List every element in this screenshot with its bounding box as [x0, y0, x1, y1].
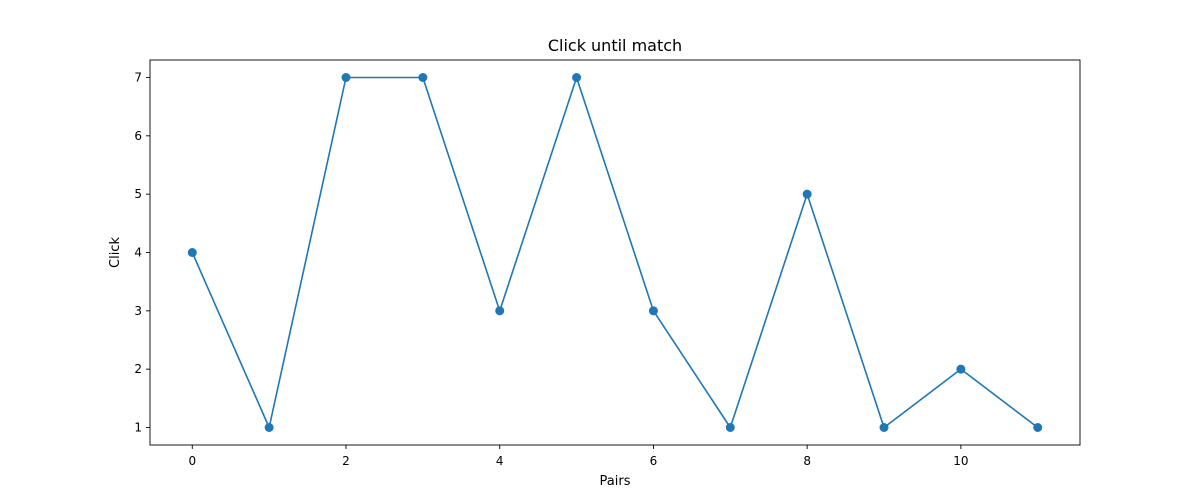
data-point — [956, 364, 966, 374]
x-tick-label: 2 — [342, 454, 350, 468]
data-point — [725, 423, 735, 432]
data-point — [802, 189, 812, 199]
x-tick-label: 10 — [953, 454, 968, 468]
plot-frame — [149, 59, 1081, 446]
data-point — [879, 423, 889, 432]
y-tick-label: 4 — [134, 246, 142, 260]
data-point — [648, 306, 658, 316]
x-tick-label: 6 — [650, 454, 658, 468]
data-point — [495, 306, 505, 316]
x-tick-label: 0 — [188, 454, 196, 468]
y-tick-label: 1 — [134, 421, 142, 435]
data-point — [341, 73, 351, 82]
y-axis-label: Click — [108, 237, 123, 268]
data-point — [264, 423, 274, 432]
x-axis-label: Pairs — [600, 474, 631, 489]
series-line — [191, 76, 1039, 429]
x-tick-label: 4 — [496, 454, 504, 468]
y-tick-label: 7 — [134, 71, 142, 85]
y-tick-label: 2 — [134, 362, 142, 376]
y-tick-label: 3 — [134, 304, 142, 318]
x-tick-label: 8 — [803, 454, 811, 468]
chart-title: Click until match — [548, 36, 682, 55]
data-point — [1033, 423, 1043, 432]
data-point — [418, 73, 428, 82]
y-tick-label: 5 — [134, 187, 142, 201]
y-tick-label: 6 — [134, 129, 142, 143]
data-point — [187, 248, 197, 257]
data-point — [572, 73, 582, 82]
